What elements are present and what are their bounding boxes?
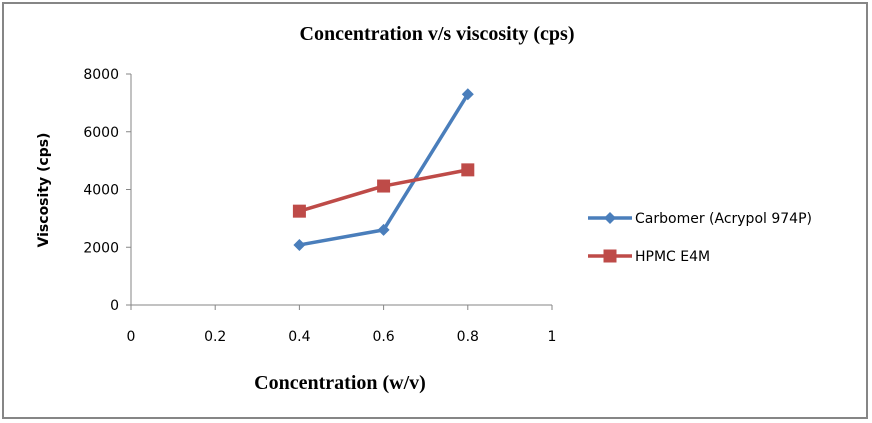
x-tick-label: 0 [127, 329, 136, 345]
y-tick-label: 0 [110, 298, 119, 314]
y-axis-label: Viscosity (cps) [36, 133, 52, 248]
y-tick-label: 8000 [83, 67, 119, 83]
x-tick-label: 0.2 [204, 329, 226, 345]
data-point-marker [293, 238, 306, 251]
x-tick-label: 1 [548, 329, 557, 345]
y-tick-label: 6000 [83, 125, 119, 141]
data-point-marker [461, 88, 474, 101]
data-point-marker [292, 204, 306, 218]
x-tick-label: 0.8 [457, 329, 479, 345]
legend: Carbomer (Acrypol 974P) HPMC E4M [588, 211, 812, 265]
legend-item: HPMC E4M [588, 249, 710, 265]
y-axis: 0 2000 4000 6000 8000 [83, 67, 132, 314]
y-tick-label: 2000 [83, 240, 119, 256]
x-tick-label: 0.4 [288, 329, 310, 345]
data-point-marker [377, 179, 391, 193]
legend-marker [604, 212, 616, 224]
series-line [299, 93, 470, 247]
data-point-marker [377, 223, 390, 236]
x-tick-label: 0.6 [372, 329, 394, 345]
series-1 [293, 88, 474, 251]
legend-label: Carbomer (Acrypol 974P) [635, 211, 812, 227]
chart-title: Concentration v/s viscosity (cps) [300, 23, 575, 45]
legend-item: Carbomer (Acrypol 974P) [588, 211, 812, 227]
chart-frame [2, 2, 868, 419]
x-axis: 0 0.2 0.4 0.6 0.8 1 [127, 304, 557, 345]
series-2 [292, 163, 475, 218]
series-layer [292, 88, 475, 251]
legend-label: HPMC E4M [635, 249, 710, 265]
y-tick-label: 4000 [83, 183, 119, 199]
x-axis-label: Concentration (w/v) [254, 372, 426, 394]
legend-marker [603, 249, 617, 263]
data-point-marker [461, 163, 475, 177]
